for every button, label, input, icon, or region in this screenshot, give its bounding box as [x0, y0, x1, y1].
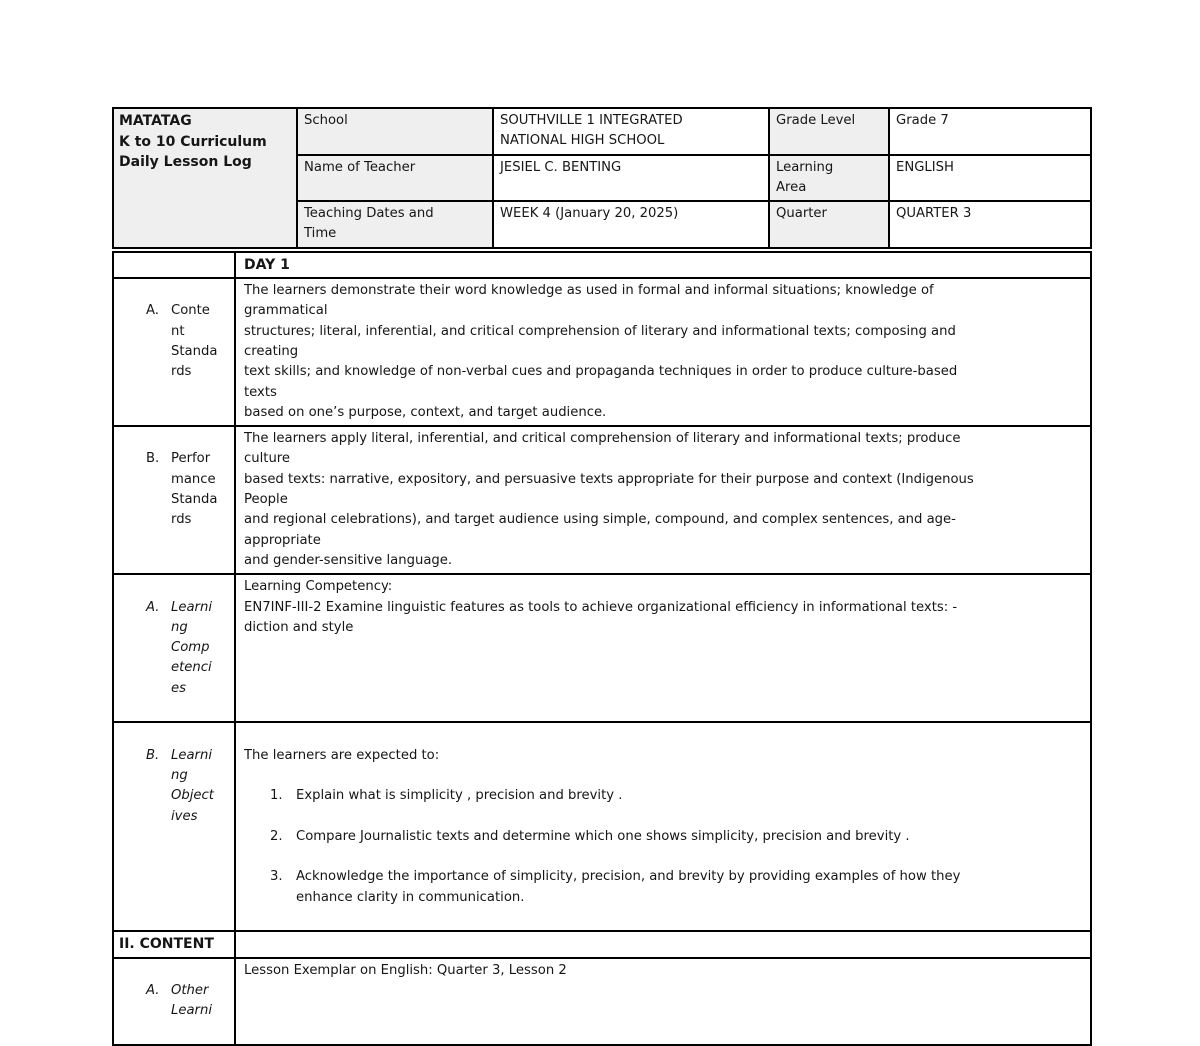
learning-competencies-label: Learni ng Comp etenci es: [171, 599, 212, 696]
performance-standards-row: B. Perfor mance Standa rds The learners …: [112, 425, 1092, 576]
learning-competencies-row: A. Learni ng Comp etenci es Learning Com…: [112, 573, 1092, 724]
school-label: School: [296, 107, 494, 156]
performance-standards-label: Perfor mance Standa rds: [171, 451, 218, 528]
grade-level-label: Grade Level: [768, 107, 890, 156]
teacher-label: Name of Teacher: [296, 153, 494, 203]
learning-objectives-label-cell: B. Learni ng Object ives: [112, 721, 236, 933]
grade-level-value: Grade 7: [888, 107, 1092, 156]
day-header-row: DAY 1: [112, 250, 1092, 280]
performance-standards-text: The learners apply literal, inferential,…: [234, 425, 1092, 576]
teacher-value: JESIEL C. BENTING: [492, 153, 770, 203]
content-standards-text: The learners demonstrate their word know…: [234, 277, 1092, 428]
learning-competency-text: Learning Competency: EN7INF-III-2 Examin…: [234, 573, 1092, 724]
content-standards-marker: A.: [146, 303, 159, 319]
objective-text: Acknowledge the importance of simplicity…: [296, 869, 961, 905]
objective-text: Explain what is simplicity , precision a…: [296, 788, 623, 804]
objectives-intro: The learners are expected to:: [244, 747, 440, 763]
learning-competencies-label-cell: A. Learni ng Comp etenci es: [112, 573, 236, 724]
other-learning-row: A. Other Learni Lesson Exemplar on Engli…: [112, 956, 1092, 1046]
teaching-dates-value: WEEK 4 (January 20, 2025): [492, 200, 770, 249]
other-learning-marker: A.: [146, 982, 160, 998]
learning-objectives-marker: B.: [146, 747, 160, 763]
other-learning-label-cell: A. Other Learni: [112, 956, 236, 1046]
lesson-exemplar-text: Lesson Exemplar on English: Quarter 3, L…: [234, 956, 1092, 1046]
content-standards-row: A. Conte nt Standa rds The learners demo…: [112, 277, 1092, 428]
teaching-dates-label: Teaching Dates and Time: [296, 200, 494, 249]
day-header: DAY 1: [234, 250, 1092, 280]
learning-objectives-text-cell: The learners are expected to: 1. Explain…: [234, 721, 1092, 933]
lesson-log-page: MATATAG K to 10 Curriculum Daily Lesson …: [112, 107, 1092, 1046]
objective-item: 3. Acknowledge the importance of simplic…: [244, 867, 1084, 908]
day-header-empty-cell: [112, 250, 236, 280]
content-section-empty-cell: [234, 930, 1092, 959]
content-standards-label: Conte nt Standa rds: [171, 303, 218, 380]
learning-area-value: ENGLISH: [888, 153, 1092, 203]
header-info-table: MATATAG K to 10 Curriculum Daily Lesson …: [112, 107, 1092, 249]
learning-objectives-row: B. Learni ng Object ives The learners ar…: [112, 721, 1092, 933]
content-section-heading: II. CONTENT: [112, 930, 236, 959]
quarter-label: Quarter: [768, 200, 890, 249]
objective-number: 1.: [270, 788, 283, 804]
school-value: SOUTHVILLE 1 INTEGRATED NATIONAL HIGH SC…: [492, 107, 770, 156]
learning-objectives-label: Learni ng Object ives: [171, 747, 214, 824]
learning-area-label: Learning Area: [768, 153, 890, 203]
objective-number: 2.: [270, 828, 283, 844]
curriculum-title: MATATAG K to 10 Curriculum Daily Lesson …: [112, 107, 298, 249]
objective-item: 2. Compare Journalistic texts and determ…: [244, 827, 1084, 847]
content-standards-label-cell: A. Conte nt Standa rds: [112, 277, 236, 428]
content-section-row: II. CONTENT: [112, 930, 1092, 959]
other-learning-label: Other Learni: [171, 982, 212, 1019]
objective-item: 1. Explain what is simplicity , precisio…: [244, 786, 1084, 806]
learning-competencies-marker: A.: [146, 599, 160, 615]
objective-number: 3.: [270, 869, 283, 885]
quarter-value: QUARTER 3: [888, 200, 1092, 249]
performance-standards-label-cell: B. Perfor mance Standa rds: [112, 425, 236, 576]
performance-standards-marker: B.: [146, 451, 160, 467]
objective-text: Compare Journalistic texts and determine…: [296, 828, 910, 844]
